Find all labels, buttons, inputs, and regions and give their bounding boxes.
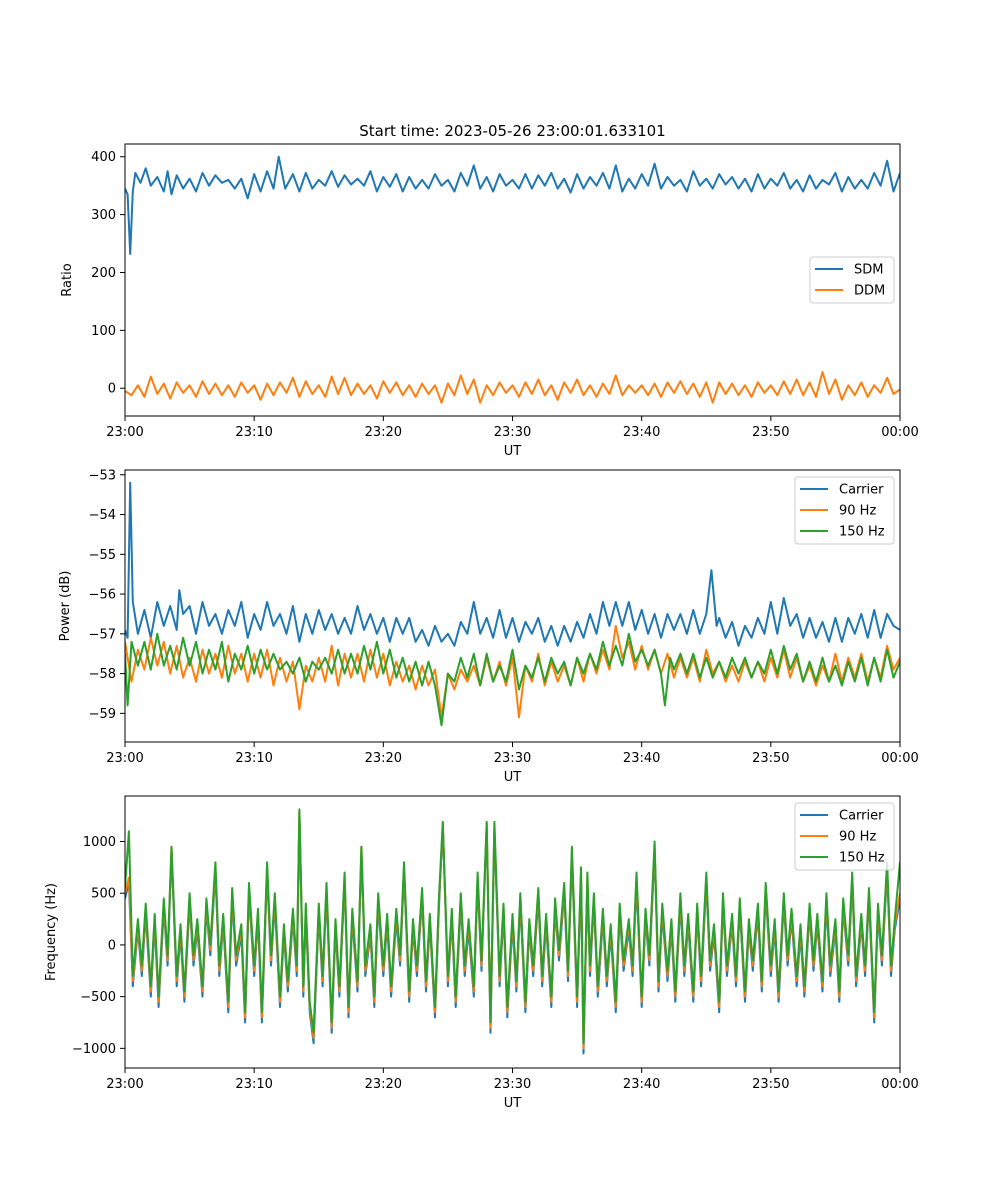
y-tick-label: 100 (91, 324, 116, 339)
subplot-1: 23:00 23:10 23:20 23:30 23:40 23:50 00:00 0 100 2… (60, 143, 919, 459)
legend-box (794, 476, 895, 545)
y-tick-label: −57 (89, 627, 116, 642)
legend-label: Carrier (839, 483, 884, 498)
x-tick-label: 23:10 (235, 751, 272, 766)
y-tick-label: −55 (89, 548, 116, 563)
x-tick-label: 23:30 (494, 751, 531, 766)
series-line-sdm (125, 155, 900, 255)
x-axis-label: UT (504, 1096, 522, 1111)
legend: Carrier 90 Hz 150 Hz (794, 802, 895, 871)
x-tick-label: 23:30 (494, 425, 531, 440)
figure-title: Start time: 2023-05-26 23:00:01.633101 (359, 122, 665, 140)
legend-label: 150 Hz (839, 851, 885, 866)
series-line-150-hz (125, 632, 900, 727)
legend-label: 90 Hz (839, 504, 876, 519)
y-tick-label: −500 (80, 990, 116, 1005)
legend-label: Carrier (839, 809, 884, 824)
x-axis-label: UT (504, 770, 522, 785)
x-tick-label: 23:00 (106, 1077, 143, 1092)
y-tick-label: −1000 (72, 1042, 116, 1057)
y-tick-label: −56 (89, 588, 116, 603)
x-tick-label: 23:10 (235, 425, 272, 440)
y-tick-label: 500 (91, 887, 116, 902)
y-tick-label: 0 (108, 938, 116, 953)
x-tick-label: 23:20 (365, 1077, 402, 1092)
axes-container: 23:00 23:10 23:20 23:30 23:40 23:50 00:00 0 100 2… (44, 143, 919, 1111)
x-tick-label: 23:20 (365, 425, 402, 440)
x-tick-label: 23:00 (106, 751, 143, 766)
y-axis-label: Frequency (Hz) (44, 883, 59, 981)
x-tick-label: 23:20 (365, 751, 402, 766)
legend: Carrier 90 Hz 150 Hz (794, 476, 895, 545)
x-tick-label: 23:50 (752, 1077, 789, 1092)
legend-label: DDM (854, 284, 885, 299)
y-axis-label: Ratio (60, 263, 75, 296)
y-axis-label: Power (dB) (58, 571, 73, 642)
series-line-ddm (125, 371, 900, 404)
series-line-90-hz (125, 624, 900, 719)
x-tick-label: 23:40 (623, 751, 660, 766)
y-tick-label: 0 (108, 382, 116, 397)
x-tick-label: 23:50 (752, 751, 789, 766)
y-tick-label: 1000 (83, 835, 116, 850)
x-tick-label: 00:00 (881, 425, 918, 440)
x-tick-label: 23:50 (752, 425, 789, 440)
subplot-3: 23:00 23:10 23:20 23:30 23:40 23:50 00:00 −1000… (44, 795, 919, 1111)
legend: SDM DDM (809, 256, 895, 304)
y-tick-label: −54 (89, 508, 116, 523)
y-tick-label: −59 (89, 707, 116, 722)
x-tick-label: 23:40 (623, 425, 660, 440)
x-tick-label: 23:00 (106, 425, 143, 440)
y-tick-label: 200 (91, 266, 116, 281)
series-line-150-hz (125, 808, 900, 1045)
x-tick-label: 23:10 (235, 1077, 272, 1092)
y-tick-label: 300 (91, 208, 116, 223)
y-tick-label: −58 (89, 667, 116, 682)
x-tick-label: 23:30 (494, 1077, 531, 1092)
y-tick-label: −53 (89, 468, 116, 483)
series-line-carrier (125, 481, 900, 647)
subplot-2: 23:00 23:10 23:20 23:30 23:40 23:50 00:00 −59 −5… (58, 468, 919, 785)
y-tick-label: 400 (91, 150, 116, 165)
legend-label: 150 Hz (839, 525, 885, 540)
x-axis-label: UT (504, 444, 522, 459)
legend-label: SDM (854, 263, 883, 278)
x-tick-label: 23:40 (623, 1077, 660, 1092)
x-tick-label: 00:00 (881, 1077, 918, 1092)
legend-label: 90 Hz (839, 830, 876, 845)
x-tick-label: 00:00 (881, 751, 918, 766)
legend-box (794, 802, 895, 871)
